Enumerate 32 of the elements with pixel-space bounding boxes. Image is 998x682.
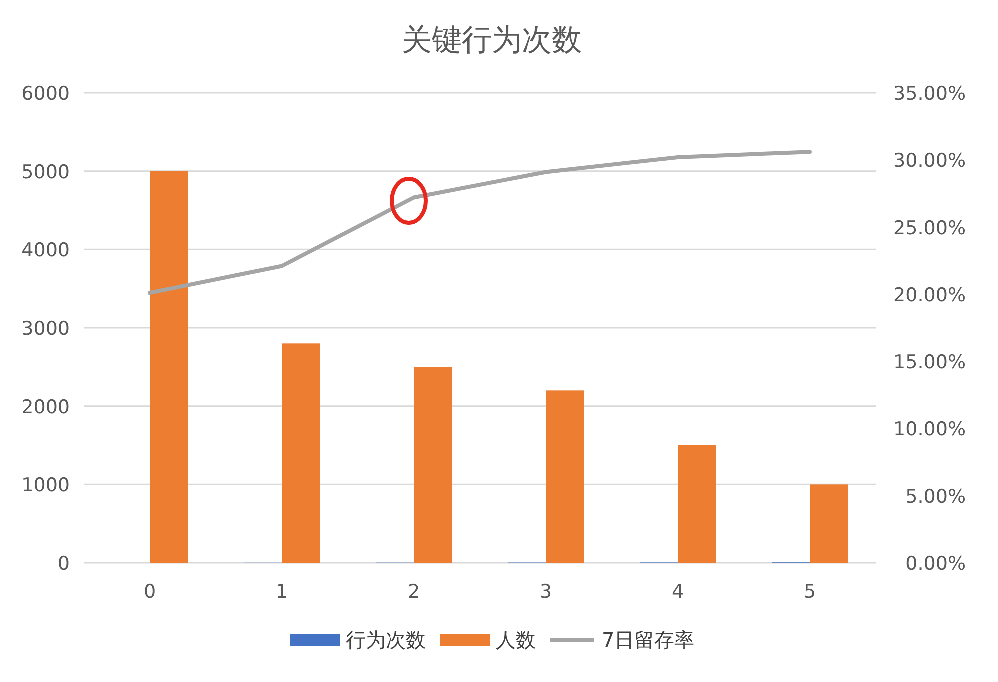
x-tick-label: 3 (540, 581, 552, 603)
y-tick-label: 1000 (22, 474, 70, 497)
y-tick-label: 5000 (22, 161, 70, 184)
y2-tick-label: 10.00% (894, 418, 966, 441)
y-tick-label: 2000 (22, 396, 70, 418)
y2-tick-label: 15.00% (894, 352, 966, 374)
y-tick-label: 0 (58, 553, 70, 575)
bar (282, 344, 320, 563)
x-tick-label: 0 (144, 581, 156, 603)
y2-tick-label: 35.00% (894, 83, 966, 105)
bar (546, 390, 584, 563)
y-tick-label: 6000 (22, 83, 70, 105)
x-tick-label: 2 (408, 581, 420, 603)
chart-title: 关键行为次数 (402, 23, 582, 58)
bar (414, 367, 452, 563)
y2-tick-label: 0.00% (906, 553, 966, 575)
y-tick-label: 4000 (22, 240, 70, 262)
y2-tick-label: 30.00% (894, 150, 966, 172)
legend-label: 行为次数 (346, 628, 426, 652)
y2-tick-label: 25.00% (894, 217, 966, 240)
x-tick-label: 4 (672, 581, 684, 603)
legend-label: 7日留存率 (602, 628, 695, 652)
bar (810, 484, 848, 563)
line-series (148, 150, 812, 296)
y-tick-label: 3000 (22, 318, 70, 340)
legend-label: 人数 (496, 628, 536, 652)
bar (678, 446, 716, 563)
bar (150, 171, 188, 563)
x-tick-label: 1 (276, 581, 288, 603)
y2-tick-label: 20.00% (894, 284, 966, 306)
y2-tick-label: 5.00% (906, 486, 966, 508)
x-tick-label: 5 (804, 581, 816, 603)
